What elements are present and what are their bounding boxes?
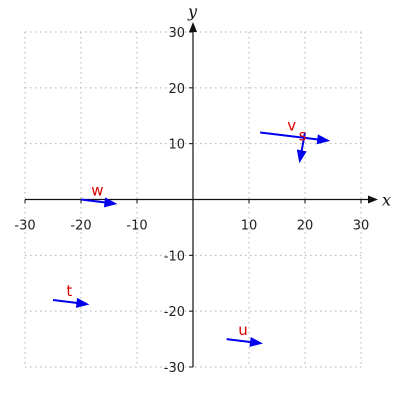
x-axis-arrowhead: [368, 195, 378, 204]
y-tick-label: 30: [168, 26, 185, 41]
vector-shaft: [52, 299, 78, 304]
vector-label: t: [66, 282, 72, 300]
y-tick-label: -10: [164, 249, 185, 264]
vector-arrowhead: [296, 149, 307, 164]
vector-label: s: [299, 126, 307, 144]
vector-label: u: [238, 321, 248, 339]
vector-v: v: [260, 116, 331, 145]
vector-shaft: [226, 338, 252, 344]
vector-arrowhead: [75, 297, 90, 308]
y-axis-arrowhead: [189, 22, 197, 32]
y-tick-label: 10: [168, 138, 185, 153]
x-tick-label: -30: [14, 219, 35, 234]
y-tick-label: -30: [164, 361, 185, 376]
vector-t: t: [52, 282, 90, 308]
vector-u: u: [226, 321, 263, 347]
x-tick-label: 30: [353, 219, 370, 234]
x-tick-label: 20: [297, 219, 314, 234]
vector-arrowhead: [249, 337, 263, 347]
vector-shaft: [260, 131, 319, 141]
x-tick-label: 10: [241, 219, 258, 234]
grid: [24, 31, 362, 368]
x-tick-label: -10: [126, 219, 147, 234]
vectors: vs w t u: [52, 116, 331, 347]
y-tick-label: -20: [164, 305, 185, 320]
y-axis-label: y: [187, 2, 198, 21]
y-tick-label: 20: [168, 82, 185, 97]
x-tick-label: -20: [70, 219, 91, 234]
vector-label: v: [287, 116, 296, 134]
vector-label: w: [91, 182, 103, 200]
vector-arrowhead: [316, 134, 331, 145]
x-axis-label: x: [382, 191, 391, 210]
tick-labels: -30 -20 -10 10 20 30 30 20 10 -10 -20 -30: [14, 26, 369, 376]
vector-shaft: [300, 132, 306, 152]
axes: x y: [25, 2, 391, 367]
vector-w: w: [80, 182, 118, 208]
vector-shaft: [80, 198, 106, 204]
vector-arrowhead: [103, 197, 118, 208]
vector-s: s: [296, 126, 307, 164]
